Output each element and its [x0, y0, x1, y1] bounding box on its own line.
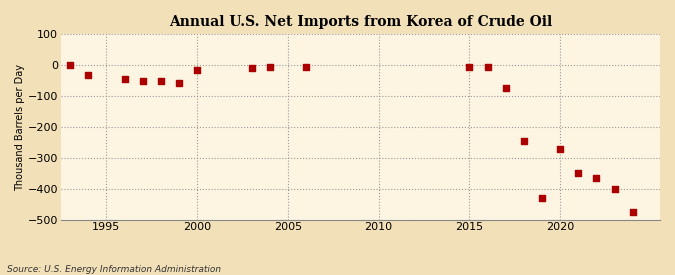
Point: [173, 81, 184, 85]
Point: [83, 72, 94, 77]
Point: [555, 147, 566, 151]
Point: [192, 68, 202, 72]
Point: [300, 65, 311, 69]
Point: [500, 86, 511, 90]
Point: [518, 139, 529, 143]
Point: [464, 65, 475, 69]
Text: Source: U.S. Energy Information Administration: Source: U.S. Energy Information Administ…: [7, 265, 221, 274]
Point: [246, 65, 257, 70]
Point: [573, 171, 584, 175]
Point: [137, 78, 148, 83]
Point: [610, 187, 620, 191]
Point: [482, 65, 493, 69]
Title: Annual U.S. Net Imports from Korea of Crude Oil: Annual U.S. Net Imports from Korea of Cr…: [169, 15, 552, 29]
Point: [265, 65, 275, 69]
Point: [627, 210, 638, 214]
Point: [119, 76, 130, 81]
Point: [591, 176, 602, 180]
Point: [155, 79, 166, 84]
Y-axis label: Thousand Barrels per Day: Thousand Barrels per Day: [15, 64, 25, 191]
Point: [65, 63, 76, 67]
Point: [537, 196, 547, 200]
